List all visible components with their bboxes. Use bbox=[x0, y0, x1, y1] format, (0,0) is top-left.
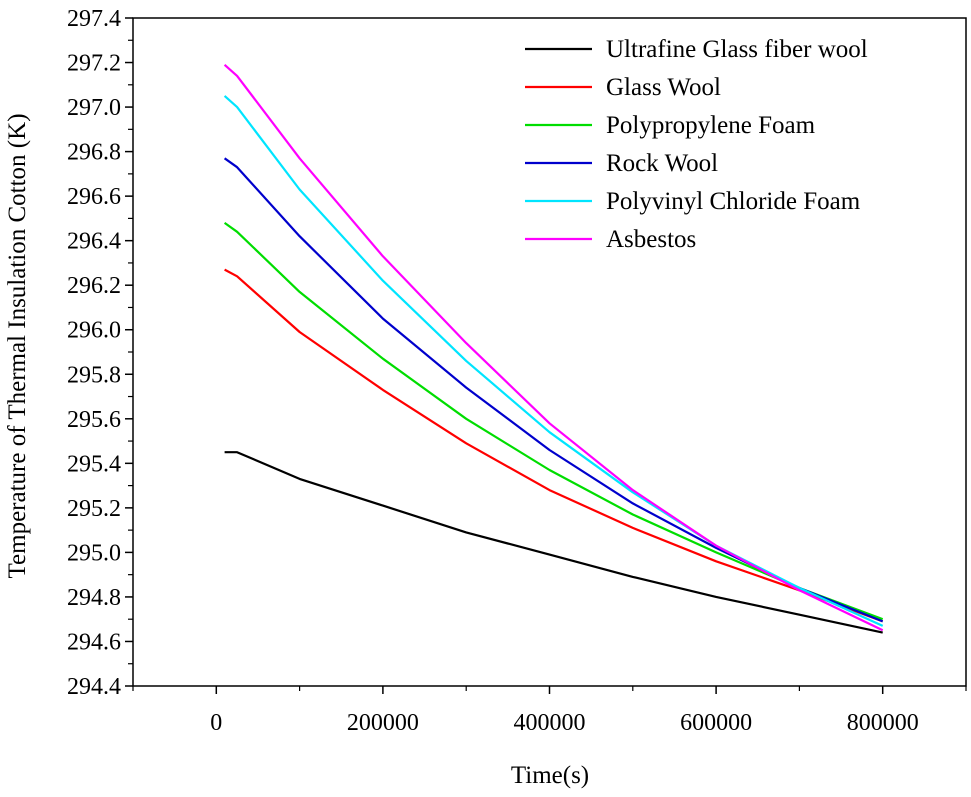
legend-label-glass-wool: Glass Wool bbox=[606, 74, 721, 101]
y-tick-label: 294.4 bbox=[67, 674, 121, 700]
plot-frame bbox=[132, 17, 967, 687]
series-line-asbestos bbox=[223, 63, 884, 632]
y-tick-label: 295.4 bbox=[67, 451, 121, 477]
legend-label-polypropylene-foam: Polypropylene Foam bbox=[606, 112, 816, 139]
y-tick-label: 295.8 bbox=[67, 362, 121, 388]
legend-label-rock-wool: Rock Wool bbox=[606, 150, 718, 177]
legend: Ultrafine Glass fiber wool Glass Wool Poly… bbox=[525, 36, 868, 253]
ticks-layer: 294.4 294.6 294.8 295.0 295.2 295.4 295.6 295.8… bbox=[67, 6, 967, 736]
x-tick-label: 800000 bbox=[847, 710, 919, 736]
legend-label-asbestos: Asbestos bbox=[606, 226, 696, 253]
series-line-glass-wool bbox=[224, 268, 884, 623]
series-line-rock-wool bbox=[223, 157, 884, 623]
y-tick-label: 294.8 bbox=[67, 585, 121, 611]
y-tick-label: 297.4 bbox=[67, 6, 121, 32]
series-line-polyvinyl-chloride-foam bbox=[223, 95, 884, 627]
x-tick-label: 400000 bbox=[514, 710, 586, 736]
y-tick-label: 295.2 bbox=[67, 496, 121, 522]
x-tick-label: 0 bbox=[210, 710, 222, 736]
y-tick-label: 295.6 bbox=[67, 407, 121, 433]
y-tick-label: 296.2 bbox=[67, 273, 121, 299]
y-axis-title: Temperature of Thermal Insulation Cotton… bbox=[4, 113, 31, 578]
legend-label-ultrafine-glass-fiber-wool: Ultrafine Glass fiber wool bbox=[606, 36, 868, 63]
y-tick-label: 294.6 bbox=[67, 629, 121, 655]
y-tick-label: 296.4 bbox=[67, 229, 121, 255]
y-tick-label: 297.0 bbox=[67, 95, 121, 121]
x-axis-title: Time(s) bbox=[511, 762, 589, 789]
legend-label-polyvinyl-chloride-foam: Polyvinyl Chloride Foam bbox=[606, 188, 861, 215]
series-line-ultrafine-glass-fiber-wool bbox=[224, 451, 883, 634]
series-line-polypropylene-foam bbox=[223, 222, 884, 621]
series-layer bbox=[223, 63, 884, 634]
x-tick-label: 200000 bbox=[347, 710, 419, 736]
x-tick-label: 600000 bbox=[680, 710, 752, 736]
y-tick-label: 296.0 bbox=[67, 318, 121, 344]
y-tick-label: 296.6 bbox=[67, 184, 121, 210]
y-tick-label: 297.2 bbox=[67, 51, 121, 77]
y-tick-label: 296.8 bbox=[67, 140, 121, 166]
y-tick-label: 295.0 bbox=[67, 540, 121, 566]
axes-layer bbox=[132, 17, 967, 687]
